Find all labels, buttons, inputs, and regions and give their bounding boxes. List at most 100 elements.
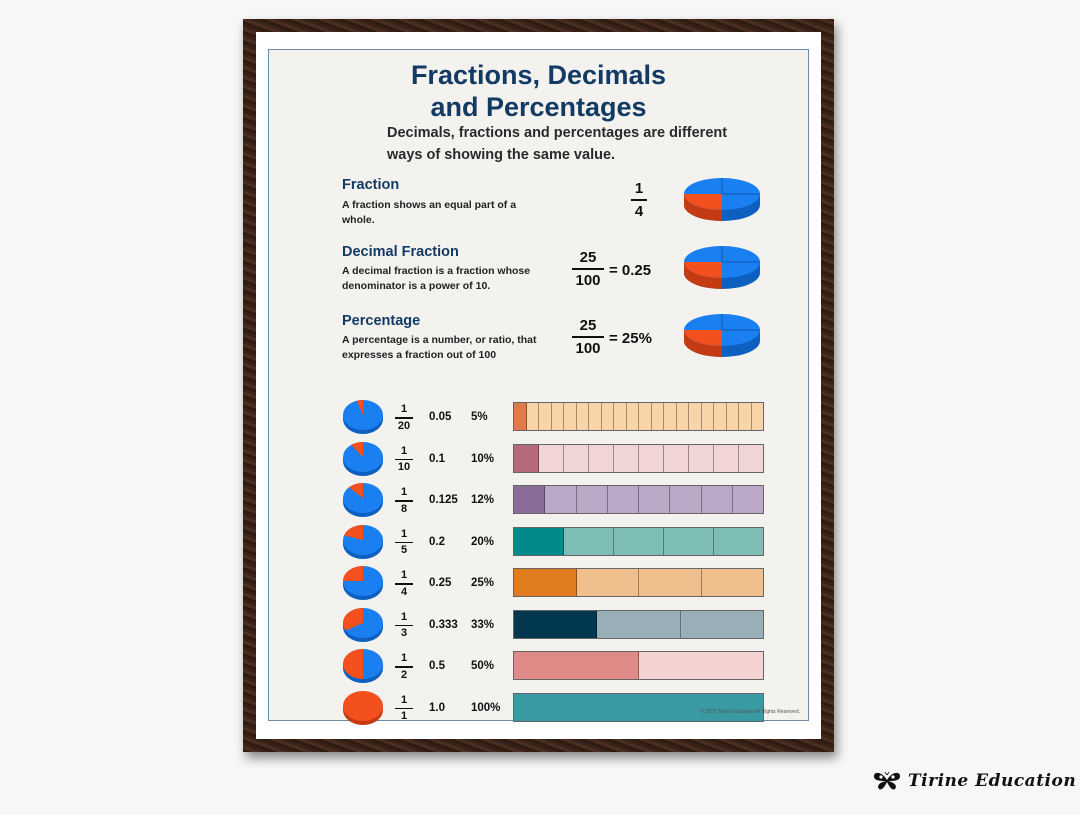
percentage-bar bbox=[572, 336, 604, 338]
brand-name: Tirine Education bbox=[908, 771, 1077, 791]
poster-title-line1: Fractions, Decimals bbox=[410, 60, 667, 90]
segment-empty bbox=[576, 569, 639, 596]
segment-empty bbox=[664, 444, 689, 472]
segment-empty bbox=[564, 444, 589, 472]
brand: Tirine Education bbox=[872, 771, 1076, 791]
table-row: 1 20 0.05 5% bbox=[269, 398, 808, 438]
segment-filled bbox=[514, 486, 546, 513]
segment-filled bbox=[514, 693, 763, 721]
row-pie-slice bbox=[348, 483, 363, 498]
segment-empty bbox=[739, 444, 763, 472]
row-decimal: 0.333 bbox=[429, 618, 458, 631]
row-segment-bar bbox=[513, 485, 764, 514]
row-segment-bar bbox=[513, 609, 764, 639]
segment-empty bbox=[601, 403, 614, 430]
row-numerator: 1 bbox=[400, 693, 408, 706]
segment-empty bbox=[701, 569, 763, 596]
row-segment-bar bbox=[513, 651, 764, 680]
row-denominator: 1 bbox=[400, 710, 408, 722]
row-pie-slice bbox=[343, 524, 363, 540]
percentage-denominator: 100 bbox=[575, 339, 601, 357]
row-decimal: 0.5 bbox=[429, 660, 445, 672]
pie-chart-quarter-icon bbox=[684, 246, 760, 289]
row-numerator: 1 bbox=[400, 610, 408, 623]
decimal-text: A decimal fraction is a fraction whose d… bbox=[342, 265, 531, 292]
row-numerator: 1 bbox=[400, 403, 408, 415]
segment-empty bbox=[614, 444, 639, 472]
segment-filled bbox=[514, 444, 539, 472]
row-percent: 50% bbox=[471, 660, 495, 672]
subtitle-line1: Decimals, fractions and percentages are … bbox=[387, 125, 728, 141]
segment-empty bbox=[714, 403, 727, 430]
frame-mat: Fractions, Decimals and Percentages Deci… bbox=[256, 32, 821, 739]
pie-chart-quarter-icon bbox=[684, 314, 760, 357]
segment-empty bbox=[676, 403, 689, 430]
segment-empty bbox=[589, 403, 602, 430]
table-row: 1 3 0.333 33% bbox=[269, 606, 808, 646]
row-pie-slice bbox=[351, 441, 363, 457]
row-denominator: 8 bbox=[400, 502, 408, 515]
decimal-fraction: 25 100 bbox=[572, 250, 604, 288]
segment-filled bbox=[514, 403, 527, 430]
row-pie-slice bbox=[343, 607, 363, 630]
row-decimal: 0.2 bbox=[429, 535, 445, 548]
row-segment-bar bbox=[513, 402, 764, 431]
poster-title-line2: and Percentages bbox=[430, 92, 647, 122]
segment-empty bbox=[639, 403, 652, 430]
row-fraction-bar bbox=[395, 417, 413, 419]
decimal-result: = 0.25 bbox=[609, 262, 652, 279]
row-percent: 100% bbox=[471, 701, 501, 714]
segment-empty bbox=[726, 403, 739, 430]
row-percent: 5% bbox=[471, 411, 488, 423]
segment-empty bbox=[607, 486, 639, 513]
segment-empty bbox=[564, 527, 614, 555]
segment-empty bbox=[639, 652, 763, 679]
row-percent: 12% bbox=[471, 494, 495, 506]
segment-empty bbox=[680, 610, 763, 638]
segment-empty bbox=[526, 403, 539, 430]
segment-empty bbox=[664, 527, 714, 555]
row-fraction-bar bbox=[395, 458, 413, 460]
percentage-numerator: 25 bbox=[579, 317, 597, 334]
segment-filled bbox=[514, 569, 577, 596]
segment-empty bbox=[751, 403, 763, 430]
row-pie-icon bbox=[343, 524, 383, 559]
row-pie-icon bbox=[343, 566, 383, 600]
segment-empty bbox=[639, 486, 671, 513]
table-row: 1 2 0.5 50% bbox=[269, 647, 808, 687]
segment-empty bbox=[576, 486, 608, 513]
subtitle-line2: ways of showing the same value. bbox=[387, 147, 616, 163]
row-pie-slice bbox=[343, 649, 363, 679]
segment-empty bbox=[589, 444, 614, 472]
row-numerator: 1 bbox=[400, 486, 408, 498]
row-numerator: 1 bbox=[400, 444, 408, 457]
segment-empty bbox=[564, 403, 577, 430]
row-pie-slice bbox=[356, 400, 363, 415]
segment-filled bbox=[514, 527, 564, 555]
row-pie-icon bbox=[343, 690, 383, 725]
decimal-numerator: 25 bbox=[579, 249, 597, 266]
row-numerator: 1 bbox=[400, 652, 408, 664]
segment-empty bbox=[714, 527, 763, 555]
table-row: 1 4 0.25 25% bbox=[269, 564, 808, 604]
table-row: 1 10 0.1 10% bbox=[269, 440, 808, 480]
row-pie-icon bbox=[343, 400, 383, 434]
row-denominator: 3 bbox=[400, 627, 408, 639]
poster-subtitle: Decimals, fractions and percentages are … bbox=[387, 122, 757, 166]
decimal-bar bbox=[572, 268, 604, 270]
row-fraction: 1 10 bbox=[395, 444, 413, 474]
row-denominator: 5 bbox=[400, 544, 408, 556]
percentage-text: A percentage is a number, or ratio, that… bbox=[342, 334, 537, 361]
pie-chart-quarter-icon bbox=[684, 178, 760, 221]
row-pie-slice bbox=[343, 566, 363, 581]
row-fraction: 1 20 bbox=[395, 404, 413, 432]
row-pie-icon bbox=[343, 649, 383, 683]
row-pie-icon bbox=[343, 441, 383, 476]
row-fraction-bar bbox=[395, 624, 413, 626]
table-row: 1 5 0.2 20% bbox=[269, 523, 808, 563]
segment-empty bbox=[626, 403, 639, 430]
row-percent: 33% bbox=[471, 618, 495, 631]
